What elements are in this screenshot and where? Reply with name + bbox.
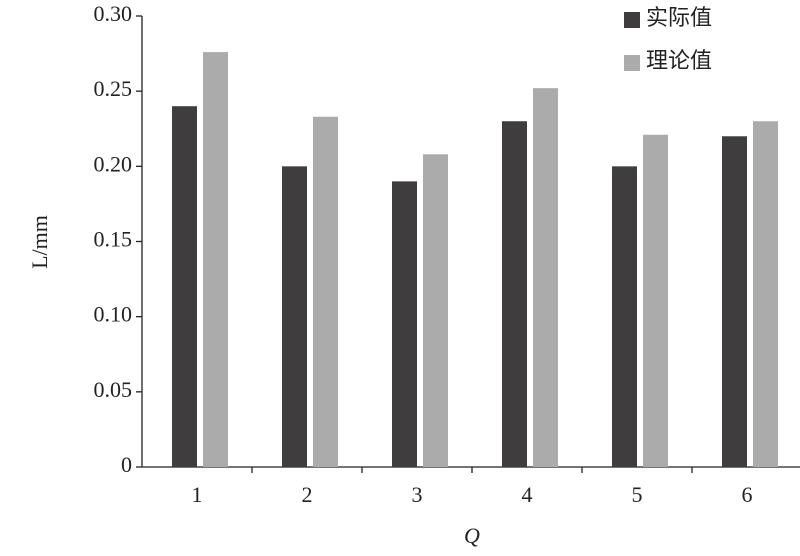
x-tick-label: 6	[742, 482, 753, 507]
y-tick-label: 0.30	[94, 1, 133, 26]
bar	[643, 134, 668, 467]
bar	[423, 154, 448, 467]
legend-swatch	[624, 55, 640, 71]
bar	[533, 88, 558, 467]
x-tick-label: 2	[302, 482, 313, 507]
bar	[313, 116, 338, 468]
y-tick-label: 0.25	[94, 76, 133, 101]
bar	[502, 121, 527, 467]
bar	[722, 136, 747, 467]
x-tick-label: 5	[632, 482, 643, 507]
y-tick-label: 0.10	[94, 302, 133, 327]
x-tick-label: 3	[412, 482, 423, 507]
bar	[172, 106, 197, 467]
x-tick-label: 1	[192, 482, 203, 507]
y-tick-label: 0.05	[94, 377, 133, 402]
bar	[392, 181, 417, 467]
y-tick-label: 0.20	[94, 151, 133, 176]
legend-label: 理论值	[646, 48, 712, 73]
bar	[203, 52, 228, 468]
bar	[753, 121, 778, 467]
bar	[282, 166, 307, 468]
y-tick-label: 0.15	[94, 227, 133, 252]
legend-swatch	[624, 12, 640, 28]
x-tick-label: 4	[522, 482, 533, 507]
y-tick-label: 0	[121, 452, 132, 477]
y-axis-label: L/mm	[27, 215, 52, 269]
legend-label: 实际值	[646, 5, 712, 30]
bar	[612, 166, 637, 468]
x-axis-label: Q	[464, 523, 480, 548]
